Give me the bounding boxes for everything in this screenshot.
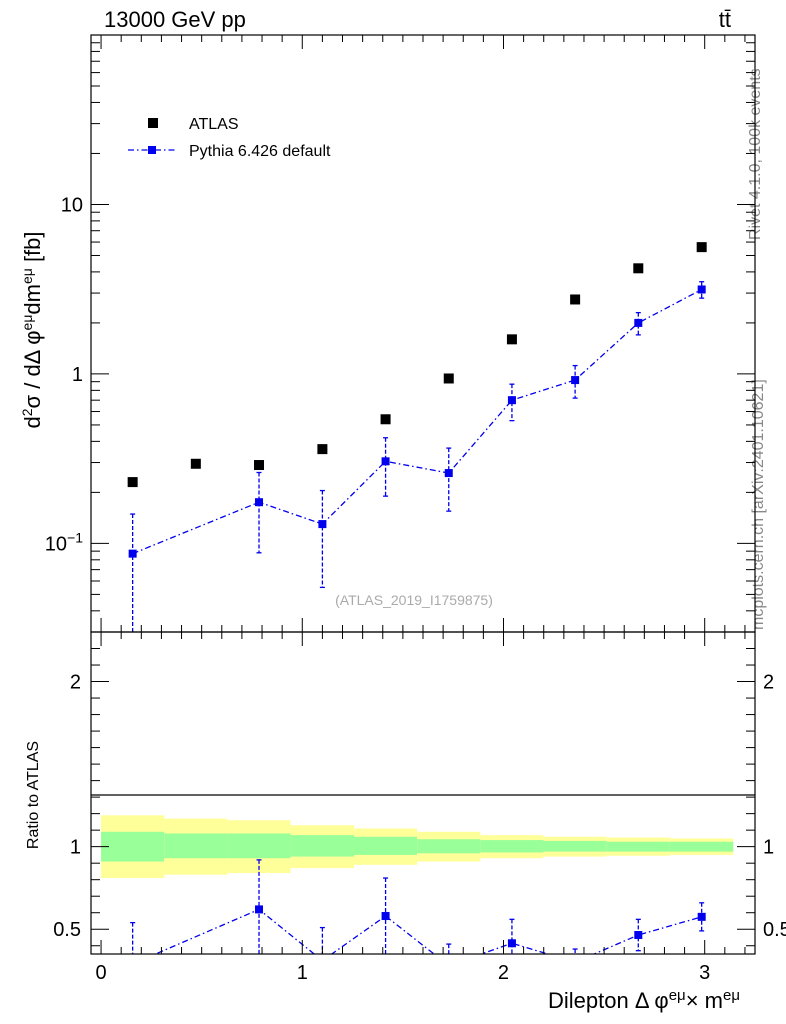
ratio-y-tick-label-right: 2: [763, 672, 774, 694]
ratio-y-tick-label-left: 0.5: [53, 919, 81, 941]
legend-atlas-label: ATLAS: [189, 116, 239, 133]
atlas-point: [696, 242, 707, 253]
atlas-point: [190, 458, 201, 469]
ratio-pythia-line: [153, 908, 702, 954]
atlas-point: [443, 373, 454, 384]
ratio-y-axis-label: Ratio to ATLAS: [25, 741, 42, 849]
x-tick-label: 2: [498, 962, 509, 984]
pythia-point: [381, 457, 390, 466]
legend: ATLAS Pythia 6.426 default: [128, 116, 331, 160]
main-y-tick-label: 10: [61, 194, 83, 216]
atlas-point: [380, 414, 391, 425]
ratio-ticks: 0.5 0.5 1 1 2 2 0 1 2 3: [53, 631, 786, 984]
main-ticks: 10−1 1 10: [45, 34, 755, 633]
ratio-inner-band: [290, 835, 354, 857]
ratio-y-tick-label-right: 1: [763, 837, 774, 859]
ratio-y-tick-label-left: 2: [70, 672, 81, 694]
x-tick-label: 3: [699, 962, 710, 984]
pythia-point: [571, 376, 580, 385]
main-y-axis-label: d2σ / dΔ φeμdmeμ [fb]: [19, 231, 45, 428]
ratio-inner-band: [227, 833, 291, 859]
atlas-series: [127, 242, 707, 488]
atlas-point: [317, 444, 328, 455]
ratio-panel: 0.5 0.5 1 1 2 2 0 1 2 3 Ratio to ATLAS Dilepton Δ…: [25, 631, 786, 1014]
energy-label: 13000 GeV pp: [104, 7, 246, 32]
atlas-point: [127, 477, 138, 488]
pythia-point: [444, 469, 453, 478]
ratio-inner-band: [101, 831, 165, 862]
pythia-series: [128, 281, 706, 632]
x-tick-label: 1: [297, 962, 308, 984]
ratio-pythia-point: [634, 931, 643, 940]
legend-pythia-marker: [148, 146, 156, 154]
atlas-point: [570, 294, 581, 305]
ratio-y-tick-label-right: 0.5: [763, 919, 786, 941]
ratio-frame: [90, 631, 756, 955]
ratio-inner-band: [669, 841, 734, 852]
ratio-inner-band: [543, 840, 607, 852]
analysis-id: (ATLAS_2019_I1759875): [335, 592, 493, 608]
legend-atlas-marker: [148, 118, 158, 128]
pythia-point: [634, 318, 643, 327]
pythia-point: [507, 396, 516, 405]
main-y-tick-label: 10−1: [45, 529, 83, 555]
x-axis-label: Dilepton Δ φeμ× meμ: [548, 987, 740, 1014]
legend-pythia-label: Pythia 6.426 default: [189, 143, 331, 160]
ratio-pythia-point: [697, 912, 706, 921]
ratio-uncertainty-bands: [101, 815, 734, 879]
ratio-inner-band: [164, 833, 228, 859]
ratio-clipped-group: [130, 859, 706, 954]
pythia-point: [128, 549, 137, 558]
main-y-tick-label: 1: [72, 364, 83, 386]
pythia-point: [255, 498, 264, 507]
ratio-inner-band: [480, 840, 544, 853]
atlas-point: [506, 334, 517, 345]
atlas-point: [254, 460, 265, 471]
pythia-point: [697, 285, 706, 294]
mcplots-label: mcplots.cern.ch [arXiv:2401.10621]: [750, 379, 767, 630]
pythia-point: [318, 520, 327, 529]
pythia-line: [132, 288, 702, 555]
main-panel: 10−1 1 10 d2σ / dΔ φeμdmeμ [fb] (ATLAS_201…: [19, 34, 756, 633]
ratio-inner-band: [353, 836, 418, 855]
atlas-point: [633, 263, 644, 274]
process-label: tt̄: [719, 7, 731, 32]
ratio-pythia-point: [381, 912, 390, 921]
ratio-inner-band: [417, 839, 481, 854]
ratio-inner-band: [606, 841, 670, 852]
x-tick-label: 0: [95, 962, 106, 984]
ratio-pythia-point: [255, 905, 264, 914]
ratio-pythia-series: [130, 859, 706, 954]
ratio-pythia-point: [507, 939, 516, 948]
ratio-y-tick-label-left: 1: [70, 837, 81, 859]
